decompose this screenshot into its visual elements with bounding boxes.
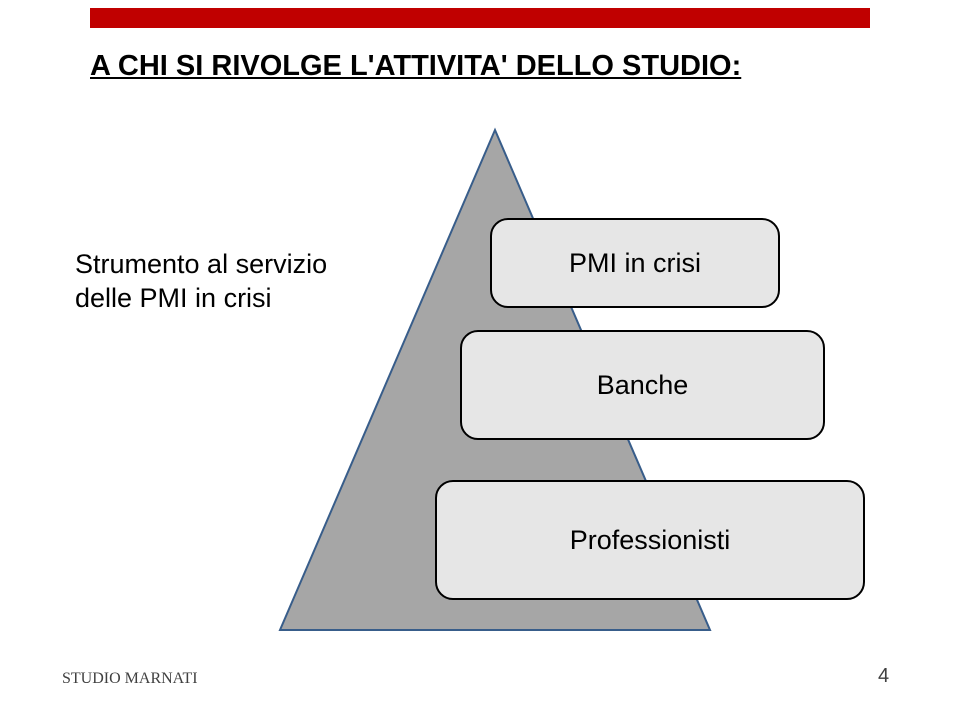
- left-caption: Strumento al servizio delle PMI in crisi: [75, 248, 327, 316]
- left-caption-line2: delle PMI in crisi: [75, 283, 272, 313]
- tier-box-pmi-label: PMI in crisi: [569, 248, 701, 279]
- tier-box-pmi: PMI in crisi: [490, 218, 780, 308]
- tier-box-banche-label: Banche: [597, 370, 689, 401]
- tier-box-professionisti-label: Professionisti: [570, 525, 731, 556]
- tier-box-banche: Banche: [460, 330, 825, 440]
- footer-studio-name-text: STUDIO MARNATI: [62, 670, 198, 687]
- footer-studio-name: STUDIO MARNATI: [62, 670, 198, 688]
- footer-page-number-text: 4: [878, 665, 889, 687]
- slide: { "header": { "bar": { "left": 90, "top"…: [0, 0, 960, 720]
- tier-box-professionisti: Professionisti: [435, 480, 865, 600]
- footer-page-number: 4: [878, 665, 889, 688]
- left-caption-line1: Strumento al servizio: [75, 249, 327, 279]
